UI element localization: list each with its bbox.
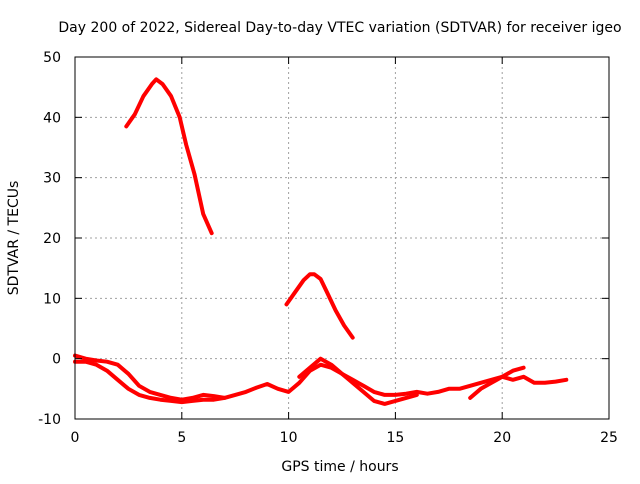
y-tick-label: 30	[43, 171, 61, 187]
y-tick-label: 50	[43, 50, 61, 66]
y-axis-label: SDTVAR / TECUs	[6, 181, 22, 296]
x-tick-label: 5	[177, 430, 186, 446]
x-tick-label: 0	[71, 430, 80, 446]
tick-layer: 0 5 10 15 20 25 -10 0 10 20 30 40 50	[38, 50, 618, 446]
chart-title: Day 200 of 2022, Sidereal Day-to-day VTE…	[58, 20, 621, 36]
x-tick-label: 25	[600, 430, 618, 446]
x-tick-label: 10	[280, 430, 298, 446]
x-axis-label: GPS time / hours	[281, 459, 398, 475]
y-tick-label: 0	[52, 352, 61, 368]
series-arc-1	[124, 77, 214, 236]
grid	[75, 57, 609, 419]
y-tick-label: 10	[43, 291, 61, 307]
y-tick-label: 20	[43, 231, 61, 247]
series-layer	[73, 77, 569, 406]
series-lower-a	[73, 353, 569, 402]
series-lower-d	[468, 365, 526, 400]
x-tick-label: 20	[493, 430, 511, 446]
series-arc-2	[284, 272, 355, 340]
y-tick-label: -10	[38, 412, 61, 428]
x-tick-label: 15	[386, 430, 404, 446]
series-lower-b	[73, 359, 227, 405]
y-tick-label: 40	[43, 110, 61, 126]
series-lower-c	[297, 356, 419, 406]
